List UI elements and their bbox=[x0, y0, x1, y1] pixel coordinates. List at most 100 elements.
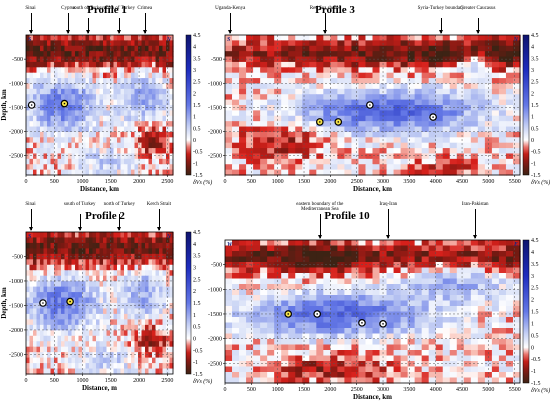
heatmap-cell bbox=[50, 319, 55, 326]
heatmap-cell bbox=[40, 363, 45, 370]
heatmap-cell bbox=[50, 341, 55, 348]
heatmap-cell bbox=[253, 142, 261, 149]
heatmap-cell bbox=[295, 377, 303, 384]
heatmap-cell bbox=[232, 240, 240, 247]
heatmap-cell bbox=[330, 51, 338, 58]
heatmap-cell bbox=[505, 322, 514, 329]
heatmap-cell bbox=[148, 99, 153, 106]
heatmap-cell bbox=[61, 352, 66, 359]
heatmap-cell bbox=[124, 105, 129, 111]
heatmap-cell bbox=[498, 284, 507, 291]
heatmap-cell bbox=[99, 158, 104, 165]
heatmap-cell bbox=[372, 245, 381, 252]
heatmap-cell bbox=[124, 303, 129, 310]
heatmap-cell bbox=[393, 126, 402, 133]
heatmap-cell bbox=[106, 297, 111, 304]
heatmap-cell bbox=[155, 259, 160, 266]
heatmap-cell bbox=[274, 35, 282, 41]
heatmap-cell bbox=[75, 253, 80, 260]
heatmap-cell bbox=[85, 346, 90, 353]
heatmap-cell bbox=[155, 324, 160, 331]
heatmap-cell bbox=[470, 67, 479, 74]
heatmap-cell bbox=[288, 300, 296, 307]
heatmap-cell bbox=[358, 35, 367, 41]
heatmap-cell bbox=[152, 121, 157, 128]
heatmap-cell bbox=[477, 164, 486, 171]
heatmap-cell bbox=[330, 256, 338, 263]
heatmap-cell bbox=[85, 253, 90, 260]
heatmap-cell bbox=[477, 317, 486, 324]
heatmap-cell bbox=[54, 35, 59, 41]
heatmap-cell bbox=[155, 308, 160, 315]
heatmap-cell bbox=[449, 88, 458, 95]
heatmap-cell bbox=[75, 78, 80, 85]
heatmap-cell bbox=[498, 372, 507, 379]
heatmap-cell bbox=[85, 110, 90, 117]
heatmap-cell bbox=[166, 56, 171, 63]
heatmap-cell bbox=[166, 67, 171, 74]
heatmap-cell bbox=[89, 341, 94, 348]
heatmap-cell bbox=[498, 317, 507, 324]
heatmap-cell bbox=[295, 322, 303, 329]
heatmap-cell bbox=[113, 72, 118, 79]
heatmap-cell bbox=[253, 295, 261, 302]
x-tick-label: 1000 bbox=[77, 378, 89, 384]
heatmap-cell bbox=[393, 328, 402, 335]
heatmap-cell bbox=[152, 83, 157, 90]
heatmap-cell bbox=[400, 273, 409, 280]
heatmap-cell bbox=[99, 324, 104, 331]
heatmap-cell bbox=[260, 158, 268, 165]
heatmap-cell bbox=[117, 352, 122, 359]
heatmap-cell bbox=[470, 262, 479, 269]
heatmap-cell bbox=[47, 83, 52, 90]
heatmap-cell bbox=[386, 115, 395, 122]
heatmap-cell bbox=[36, 105, 41, 111]
heatmap-cell bbox=[484, 67, 493, 74]
heatmap-cell bbox=[54, 105, 59, 111]
heatmap-cell bbox=[400, 56, 409, 63]
heatmap-cell bbox=[36, 121, 41, 128]
heatmap-cell bbox=[267, 137, 275, 144]
heatmap-cell bbox=[103, 324, 108, 331]
heatmap-cell bbox=[253, 361, 261, 368]
heatmap-cell bbox=[117, 286, 122, 293]
heatmap-cell bbox=[302, 273, 310, 280]
heatmap-cell bbox=[99, 56, 104, 63]
heatmap-cell bbox=[442, 137, 451, 144]
heatmap-cell bbox=[407, 105, 416, 111]
heatmap-cell bbox=[68, 169, 73, 176]
heatmap-cell bbox=[288, 153, 296, 160]
heatmap-cell bbox=[323, 289, 331, 296]
heatmap-cell bbox=[428, 131, 437, 138]
heatmap-cell bbox=[166, 105, 171, 111]
heatmap-cell bbox=[456, 158, 465, 165]
heatmap-cell bbox=[295, 142, 303, 149]
heatmap-cell bbox=[82, 264, 87, 271]
heatmap-cell bbox=[274, 267, 282, 274]
heatmap-cell bbox=[344, 278, 353, 285]
heatmap-cell bbox=[36, 335, 41, 342]
heatmap-cell bbox=[225, 284, 233, 291]
heatmap-cell bbox=[134, 148, 139, 155]
heatmap-cell bbox=[61, 232, 66, 239]
heatmap-cell bbox=[491, 240, 500, 247]
heatmap-cell bbox=[323, 278, 331, 285]
heatmap-cell bbox=[456, 137, 465, 144]
heatmap-cell bbox=[36, 308, 41, 315]
heatmap-cell bbox=[393, 339, 402, 346]
heatmap-cell bbox=[512, 317, 521, 324]
x-tick-label: 3000 bbox=[377, 387, 389, 393]
heatmap-cell bbox=[166, 319, 171, 326]
heatmap-cell bbox=[68, 232, 73, 239]
heatmap-cell bbox=[103, 99, 108, 106]
heatmap-cell bbox=[155, 115, 160, 122]
heatmap-cell bbox=[113, 264, 118, 271]
heatmap-cell bbox=[131, 56, 136, 63]
heatmap-cell bbox=[169, 131, 174, 138]
heatmap-cell bbox=[302, 115, 310, 122]
heatmap-cell bbox=[138, 56, 143, 63]
heatmap-cell bbox=[463, 67, 472, 74]
heatmap-cell bbox=[148, 105, 153, 111]
heatmap-cell bbox=[253, 245, 261, 252]
heatmap-cell bbox=[512, 164, 521, 171]
